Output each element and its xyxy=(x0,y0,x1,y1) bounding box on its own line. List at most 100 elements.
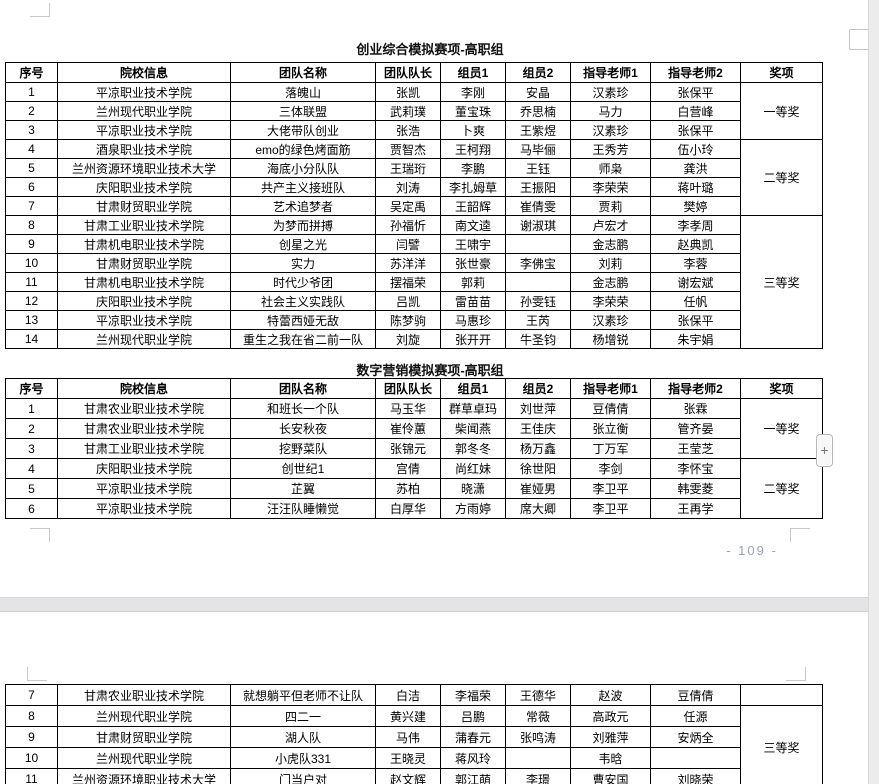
table-cell: 蒋叶璐 xyxy=(650,177,741,197)
table-cell: 10 xyxy=(5,747,58,769)
table-cell: 金志鹏 xyxy=(570,234,651,254)
table-cell: 10 xyxy=(5,253,58,273)
award-cell: 三等奖 xyxy=(740,705,823,784)
table-cell: 1 xyxy=(5,398,58,419)
column-header: 指导老师2 xyxy=(650,378,741,399)
table-cell: 李荣荣 xyxy=(570,291,651,311)
table-cell: 8 xyxy=(5,705,58,727)
table-row: 8 兰州现代职业学院 四二一 黄兴建 吕鹏 常薇 高政元 任源 三等奖 xyxy=(5,705,823,784)
table-cell: 甘肃财贸职业学院 xyxy=(57,253,231,273)
table-row: 4 酒泉职业技术学院 emo的绿色烤面筋 贾智杰 王柯翔 马毕俪 王秀芳 伍小玲 二等奖 xyxy=(5,139,823,216)
table-cell: 方雨婷 xyxy=(440,498,506,519)
table-cell: 丁万军 xyxy=(570,438,651,459)
table-cell: 张开开 xyxy=(440,329,506,349)
table-cell: 共产主义接班队 xyxy=(230,177,376,197)
table-cell: 师枭 xyxy=(570,158,651,178)
award-cell: 一等奖 xyxy=(740,82,823,140)
table-row: 4 庆阳职业技术学院 创世纪1 宫倩 尚红妹 徐世阳 李剑 李怀宝 二等奖 xyxy=(5,458,823,519)
table2-header: 序号 院校信息 团队名称 团队队长 组员1 组员2 指导老师1 指导老师2 奖项 xyxy=(5,378,823,399)
table-cell: 14 xyxy=(5,329,58,349)
table-cell xyxy=(505,272,571,292)
table-cell: 安炳全 xyxy=(650,726,741,748)
table-cell: 社会主义实践队 xyxy=(230,291,376,311)
window-edge-strip xyxy=(868,0,879,784)
table-cell: 赵波 xyxy=(570,684,651,706)
table-cell: 王秀芳 xyxy=(570,139,651,159)
table-cell: 王芮 xyxy=(505,310,571,330)
table-cell: 晓潇 xyxy=(440,478,506,499)
table-cell: 摆福荣 xyxy=(375,272,441,292)
award-cell: 三等奖 xyxy=(740,215,823,349)
table-cell: 门当户对 xyxy=(230,768,376,784)
table-cell: 赵典凯 xyxy=(650,234,741,254)
table-cell: 马玉华 xyxy=(375,398,441,419)
table-cell: 吕鹏 xyxy=(440,705,506,727)
table-cell: 王瑞珩 xyxy=(375,158,441,178)
column-header: 指导老师1 xyxy=(570,378,651,399)
table-digital-marketing-continued: 7 甘肃农业职业技术学院 就想躺平但老师不让队 白洁 李福荣 王德华 赵波 豆倩倩 8 兰州现代职… xyxy=(5,684,823,784)
table1-body: 1 平凉职业技术学院 落魄山 张凯 李刚 安晶 汉素珍 张保平 一等奖 2 兰州现代职业学院 三体联盟… xyxy=(5,82,823,349)
table-cell: 柴闻燕 xyxy=(440,418,506,439)
table-cell: 庆阳职业技术学院 xyxy=(57,177,231,197)
table-cell: 张霖 xyxy=(650,398,741,419)
table-cell: 张保平 xyxy=(650,310,741,330)
table-cell: 张保平 xyxy=(650,120,741,140)
table-cell: 常薇 xyxy=(505,705,571,727)
table-cell: 席大卿 xyxy=(505,498,571,519)
table-insert-row-button[interactable]: + xyxy=(816,434,833,467)
table-cell: 蒲春元 xyxy=(440,726,506,748)
table-cell: 兰州现代职业学院 xyxy=(57,747,231,769)
table-cell: 白厚华 xyxy=(375,498,441,519)
table-cell: 马伟 xyxy=(375,726,441,748)
table-cell: 尚红妹 xyxy=(440,458,506,479)
table-cell: 张浩 xyxy=(375,120,441,140)
table-cell: 蒋风玲 xyxy=(440,747,506,769)
table-cell: 李孝周 xyxy=(650,215,741,235)
table-cell: 1 xyxy=(5,82,58,102)
table-cell: 伍小玲 xyxy=(650,139,741,159)
award-cell xyxy=(740,684,823,706)
table-cell: 张凯 xyxy=(375,82,441,102)
table-cell: 和班长一个队 xyxy=(230,398,376,419)
table-cell: 2 xyxy=(5,101,58,121)
table-row: 2 兰州现代职业学院 三体联盟 武莉璞 董宝珠 乔思楠 马力 白营峰 xyxy=(5,101,823,121)
table-row: 13 平凉职业技术学院 特蕾西娅无敌 陈梦驹 马惠珍 王芮 汉素珍 张保平 xyxy=(5,310,823,330)
table-cell: 为梦而拼搏 xyxy=(230,215,376,235)
table-cell: 宫倩 xyxy=(375,458,441,479)
table-cell: 朱宇娟 xyxy=(650,329,741,349)
column-header: 团队名称 xyxy=(230,378,376,399)
table-digital-marketing-results: 序号 院校信息 团队名称 团队队长 组员1 组员2 指导老师1 指导老师2 奖项 1 甘肃农业职业… xyxy=(5,378,823,519)
table-cell: 韩雯菱 xyxy=(650,478,741,499)
table-cell: 崔倩雯 xyxy=(505,196,571,216)
table-cell: 5 xyxy=(5,158,58,178)
table-cell: 贾莉 xyxy=(570,196,651,216)
table-cell: 特蕾西娅无敌 xyxy=(230,310,376,330)
table-cell: 7 xyxy=(5,196,58,216)
header-row: 序号 院校信息 团队名称 团队队长 组员1 组员2 指导老师1 指导老师2 奖项 xyxy=(5,378,823,399)
column-header: 组员2 xyxy=(505,62,571,83)
table-cell: 李福荣 xyxy=(440,684,506,706)
table1-header: 序号 院校信息 团队名称 团队队长 组员1 组员2 指导老师1 指导老师2 奖项 xyxy=(5,62,823,83)
table-cell: 龚洪 xyxy=(650,158,741,178)
table-cell: 汪汪队睡懒觉 xyxy=(230,498,376,519)
table-cell: 吕凯 xyxy=(375,291,441,311)
table-cell: 就想躺平但老师不让队 xyxy=(230,684,376,706)
table-cell: 孙雯钰 xyxy=(505,291,571,311)
table-cell: 12 xyxy=(5,291,58,311)
column-header: 团队队长 xyxy=(375,378,441,399)
table-cell: 王振阳 xyxy=(505,177,571,197)
table-cell: 甘肃农业职业技术学院 xyxy=(57,684,231,706)
table-cell: 贾智杰 xyxy=(375,139,441,159)
table-cell: 甘肃工业职业技术学院 xyxy=(57,215,231,235)
next-page-margin-mark-top-right xyxy=(786,667,806,681)
table-cell: 陈梦驹 xyxy=(375,310,441,330)
table-cell: 黄兴建 xyxy=(375,705,441,727)
table-cell: 兰州资源环境职业技术大学 xyxy=(57,158,231,178)
table-cell: 高政元 xyxy=(570,705,651,727)
table-cell: 酒泉职业技术学院 xyxy=(57,139,231,159)
side-box-widget[interactable] xyxy=(849,29,869,50)
table-cell: 谢淑琪 xyxy=(505,215,571,235)
table-row: 5 平凉职业技术学院 芷翼 苏柏 晓潇 崔娅男 李卫平 韩雯菱 xyxy=(5,478,823,499)
table-cell: 甘肃工业职业技术学院 xyxy=(57,438,231,459)
table-cell: 海底小分队队 xyxy=(230,158,376,178)
